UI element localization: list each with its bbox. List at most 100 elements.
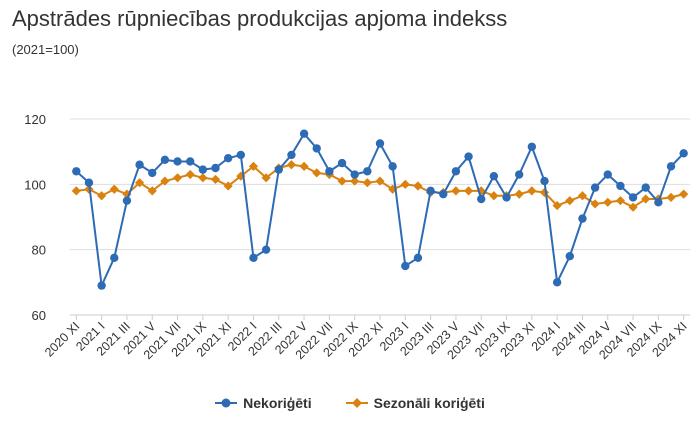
data-point[interactable]: [210, 174, 221, 185]
data-point[interactable]: [666, 162, 676, 171]
data-point[interactable]: [654, 198, 663, 207]
data-point[interactable]: [666, 192, 676, 202]
data-point[interactable]: [426, 186, 435, 196]
data-point[interactable]: [160, 155, 170, 165]
data-point[interactable]: [615, 196, 626, 206]
data-point[interactable]: [97, 191, 107, 201]
data-point[interactable]: [413, 253, 423, 263]
data-point[interactable]: [134, 178, 145, 188]
data-point[interactable]: [439, 189, 448, 199]
series-nekorigeti: [72, 129, 688, 290]
data-point[interactable]: [463, 186, 474, 196]
data-point[interactable]: [375, 176, 385, 186]
chart-title: Apstrādes rūpniecības produkcijas apjoma…: [12, 6, 508, 31]
data-point[interactable]: [248, 161, 259, 171]
data-point[interactable]: [502, 193, 511, 202]
data-point[interactable]: [350, 170, 359, 179]
data-point[interactable]: [489, 191, 499, 201]
data-point[interactable]: [312, 168, 322, 178]
data-point[interactable]: [299, 161, 309, 171]
y-tick-label: 60: [32, 308, 46, 323]
data-point[interactable]: [198, 165, 208, 174]
data-point[interactable]: [451, 186, 461, 196]
data-point[interactable]: [477, 194, 486, 204]
data-point[interactable]: [375, 139, 385, 148]
data-point[interactable]: [223, 181, 233, 191]
data-point[interactable]: [160, 176, 170, 186]
y-tick-label: 80: [32, 243, 46, 258]
data-point[interactable]: [527, 142, 537, 151]
data-point[interactable]: [388, 162, 397, 171]
data-point[interactable]: [400, 179, 410, 189]
data-point[interactable]: [565, 252, 574, 261]
data-point[interactable]: [185, 169, 195, 180]
data-point[interactable]: [641, 194, 651, 204]
data-point[interactable]: [578, 214, 587, 223]
data-point[interactable]: [464, 152, 473, 161]
data-point[interactable]: [616, 181, 625, 191]
data-point[interactable]: [527, 186, 537, 196]
data-point[interactable]: [325, 167, 334, 176]
data-point[interactable]: [540, 176, 549, 186]
data-point[interactable]: [110, 253, 119, 263]
y-tick-label: 100: [24, 177, 46, 192]
data-point[interactable]: [628, 193, 638, 202]
y-axis-tick-labels: 60 80 100 120: [24, 112, 46, 323]
legend-item-series-2[interactable]: Sezonāli koriģēti: [345, 395, 485, 411]
data-point[interactable]: [236, 150, 246, 160]
data-point[interactable]: [679, 189, 689, 199]
data-point[interactable]: [679, 149, 688, 158]
data-point[interactable]: [148, 168, 157, 178]
data-point[interactable]: [350, 176, 360, 186]
data-point[interactable]: [590, 183, 600, 192]
legend-label-series-1: Nekoriģēti: [243, 395, 312, 411]
data-point[interactable]: [641, 183, 650, 192]
data-point[interactable]: [249, 253, 258, 263]
data-point[interactable]: [362, 178, 372, 188]
data-point[interactable]: [186, 157, 195, 166]
data-point[interactable]: [299, 129, 309, 138]
data-point[interactable]: [223, 154, 233, 163]
data-point[interactable]: [590, 199, 600, 209]
data-point[interactable]: [72, 167, 81, 176]
data-point[interactable]: [147, 186, 157, 196]
y-tick-label: 120: [24, 112, 46, 127]
data-point[interactable]: [577, 191, 588, 201]
chart-subtitle: (2021=100): [12, 42, 79, 57]
data-point[interactable]: [514, 189, 524, 199]
data-point[interactable]: [122, 196, 132, 205]
legend-item-series-1[interactable]: Nekoriģēti: [215, 395, 312, 411]
data-point[interactable]: [198, 173, 208, 183]
data-point[interactable]: [274, 165, 283, 174]
data-point[interactable]: [337, 158, 347, 168]
data-point[interactable]: [261, 173, 271, 183]
data-point[interactable]: [287, 150, 296, 160]
data-point[interactable]: [109, 184, 119, 194]
data-point[interactable]: [286, 160, 297, 170]
data-point[interactable]: [211, 163, 220, 173]
data-point[interactable]: [84, 178, 94, 187]
data-point[interactable]: [514, 170, 524, 179]
data-point[interactable]: [489, 171, 499, 181]
legend: Nekoriģēti Sezonāli koriģēti: [0, 392, 700, 414]
legend-swatch-diamond-icon: [345, 398, 368, 408]
data-point[interactable]: [312, 144, 321, 153]
data-point[interactable]: [173, 157, 182, 166]
data-point[interactable]: [552, 200, 562, 211]
data-point[interactable]: [261, 245, 271, 254]
data-point[interactable]: [135, 160, 144, 169]
data-point[interactable]: [363, 167, 372, 176]
data-point[interactable]: [337, 176, 347, 186]
data-point[interactable]: [71, 186, 81, 196]
data-point[interactable]: [97, 281, 106, 290]
data-point[interactable]: [565, 196, 575, 206]
data-point[interactable]: [172, 173, 183, 183]
data-point[interactable]: [603, 170, 612, 179]
data-point[interactable]: [628, 202, 638, 212]
data-point[interactable]: [413, 181, 423, 191]
data-point[interactable]: [603, 197, 613, 207]
data-point[interactable]: [401, 261, 410, 271]
data-point[interactable]: [552, 278, 562, 287]
data-point[interactable]: [451, 167, 461, 176]
